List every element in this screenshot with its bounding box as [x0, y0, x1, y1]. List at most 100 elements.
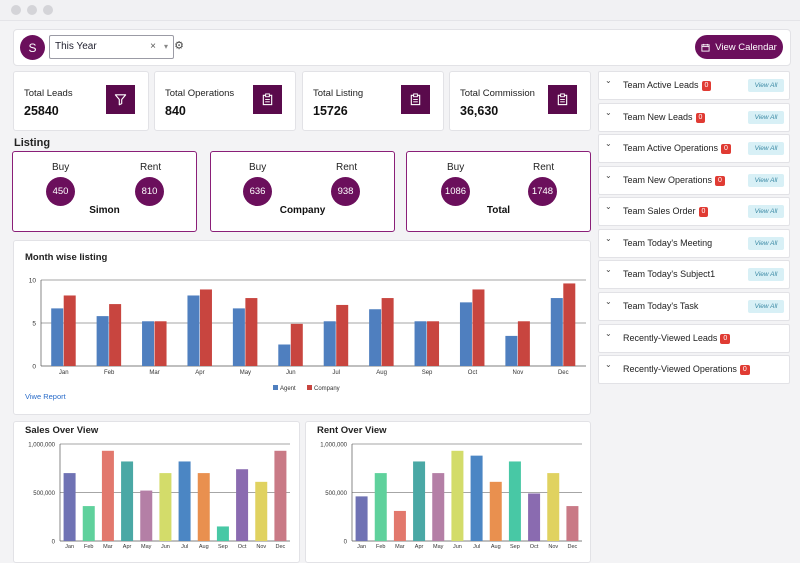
bar — [159, 473, 172, 541]
bar-agent — [459, 302, 472, 366]
period-select[interactable]: This Year × ▾ — [49, 35, 174, 59]
chevron-down-icon[interactable]: ⌄ — [605, 139, 612, 148]
view-calendar-button[interactable]: View Calendar — [695, 35, 783, 59]
listing-title: Listing — [14, 137, 51, 149]
window-close-dot[interactable] — [11, 5, 21, 15]
count-badge: 0 — [739, 365, 750, 375]
month-wise-listing-chart: 0 5 10 Jan Feb Mar Apr May Jun Jul Aug Sep Oct Nov Dec… — [29, 278, 586, 392]
bar — [528, 493, 541, 541]
gear-icon[interactable]: ⚙ — [174, 40, 184, 52]
sidebar-item-label: Recently-Viewed Operations 0 — [623, 364, 750, 375]
legend-label: Agent — [280, 386, 296, 392]
sidebar-item[interactable]: ⌄ Team New Leads 0 View All — [598, 103, 790, 132]
view-all-button[interactable]: View All — [748, 142, 784, 155]
bar-company — [517, 321, 530, 366]
stat-card-total-operations[interactable]: Total Operations 840 — [154, 71, 296, 131]
buy-label: Buy — [447, 162, 465, 173]
bar — [236, 469, 249, 541]
period-select-value: This Year — [55, 41, 97, 52]
listing-card-total: Buy Rent 1086 1748 Total — [406, 151, 591, 232]
view-all-button[interactable]: View All — [748, 79, 784, 92]
listing-group-name: Simon — [89, 205, 120, 216]
view-all-button[interactable]: View All — [748, 174, 784, 187]
clipboard-icon[interactable] — [548, 85, 577, 114]
user-avatar[interactable]: S — [20, 35, 45, 60]
chevron-down-icon[interactable]: ⌄ — [605, 329, 612, 338]
x-tick-label: Mar — [149, 370, 159, 376]
bar-company — [290, 323, 303, 366]
sidebar-item[interactable]: ⌄ Team Sales Order 0 View All — [598, 197, 790, 226]
sidebar-item-label: Team Today's Subject1 — [623, 269, 716, 279]
window-maximize-dot[interactable] — [43, 5, 53, 15]
rent-count: 1748 — [528, 177, 557, 206]
chevron-down-icon[interactable]: ⌄ — [605, 171, 612, 180]
bar — [178, 461, 191, 541]
window-minimize-dot[interactable] — [27, 5, 37, 15]
view-report-link[interactable]: Viwe Report — [25, 392, 66, 401]
x-tick-label: Oct — [530, 544, 539, 550]
chevron-down-icon[interactable]: ⌄ — [605, 360, 612, 369]
bar — [355, 496, 368, 541]
chevron-down-icon[interactable]: ▾ — [163, 42, 168, 51]
view-all-button[interactable]: View All — [748, 111, 784, 124]
rent-count: 938 — [331, 177, 360, 206]
filter-icon[interactable] — [106, 85, 135, 114]
x-tick-label: Nov — [256, 544, 266, 550]
clear-selection-icon[interactable]: × — [150, 41, 156, 52]
clipboard-icon[interactable] — [253, 85, 282, 114]
listing-card-company: Buy Rent 636 938 Company — [210, 151, 395, 232]
rent-count: 810 — [135, 177, 164, 206]
bar — [489, 481, 502, 541]
x-tick-label: Jan — [59, 370, 69, 376]
chevron-down-icon[interactable]: ⌄ — [605, 297, 612, 306]
x-tick-label: Dec — [568, 544, 578, 550]
sidebar-item[interactable]: ⌄ Team Today's Meeting View All — [598, 229, 790, 258]
y-tick-label: 500,000 — [33, 491, 55, 497]
sidebar-item[interactable]: ⌄ Team New Operations 0 View All — [598, 166, 790, 195]
stat-card-total-leads[interactable]: Total Leads 25840 — [13, 71, 149, 131]
stat-card-total-listing[interactable]: Total Listing 15726 — [302, 71, 444, 131]
buy-count: 1086 — [441, 177, 470, 206]
sidebar-item[interactable]: ⌄ Team Active Leads 0 View All — [598, 71, 790, 100]
x-tick-label: Jul — [332, 370, 340, 376]
y-tick-label: 0 — [32, 364, 36, 371]
x-tick-label: Aug — [199, 544, 209, 550]
count-badge: 0 — [721, 144, 731, 154]
stat-value: 36,630 — [460, 104, 499, 118]
view-all-button[interactable]: View All — [748, 237, 784, 250]
clipboard-icon[interactable] — [401, 85, 430, 114]
x-tick-label: Apr — [123, 544, 132, 550]
stat-value: 25840 — [24, 104, 59, 118]
bar-company — [245, 298, 258, 366]
sidebar-item[interactable]: ⌄ Recently-Viewed Leads 0 — [598, 324, 790, 353]
x-tick-label: Jun — [161, 544, 170, 550]
y-tick-label: 0 — [52, 540, 56, 546]
sidebar-item[interactable]: ⌄ Team Today's Subject1 View All — [598, 260, 790, 289]
chevron-down-icon[interactable]: ⌄ — [605, 76, 612, 85]
bar — [451, 450, 464, 541]
buy-label: Buy — [52, 162, 70, 173]
sidebar-item[interactable]: ⌄ Recently-Viewed Operations 0 — [598, 355, 790, 384]
chevron-down-icon[interactable]: ⌄ — [605, 108, 612, 117]
sidebar-item[interactable]: ⌄ Team Today's Task View All — [598, 292, 790, 321]
sidebar-item-label: Team New Operations 0 — [623, 175, 725, 186]
x-tick-label: May — [141, 544, 152, 550]
top-toolbar: S This Year × ▾ ⚙ View Calendar — [13, 29, 791, 66]
view-all-button[interactable]: View All — [748, 300, 784, 313]
bar-company — [154, 321, 167, 366]
view-all-button[interactable]: View All — [748, 268, 784, 281]
sidebar-item[interactable]: ⌄ Team Active Operations 0 View All — [598, 134, 790, 163]
chevron-down-icon[interactable]: ⌄ — [605, 202, 612, 211]
bar-agent — [187, 295, 200, 366]
sidebar-item-label: Team New Leads 0 — [623, 112, 706, 123]
sales-overview-chart: 0 500,000 1,000,000 Jan Feb Mar Apr May Jun Jul Au… — [28, 443, 290, 550]
chevron-down-icon[interactable]: ⌄ — [605, 265, 612, 274]
listing-card-simon: Buy Rent 450 810 Simon — [12, 151, 197, 232]
stat-card-total-commission[interactable]: Total Commission 36,630 — [449, 71, 591, 131]
bar-agent — [232, 308, 245, 366]
view-all-button[interactable]: View All — [748, 205, 784, 218]
bar-company — [336, 304, 349, 366]
count-badge: 0 — [695, 113, 706, 123]
bar — [547, 473, 560, 541]
chevron-down-icon[interactable]: ⌄ — [605, 234, 612, 243]
